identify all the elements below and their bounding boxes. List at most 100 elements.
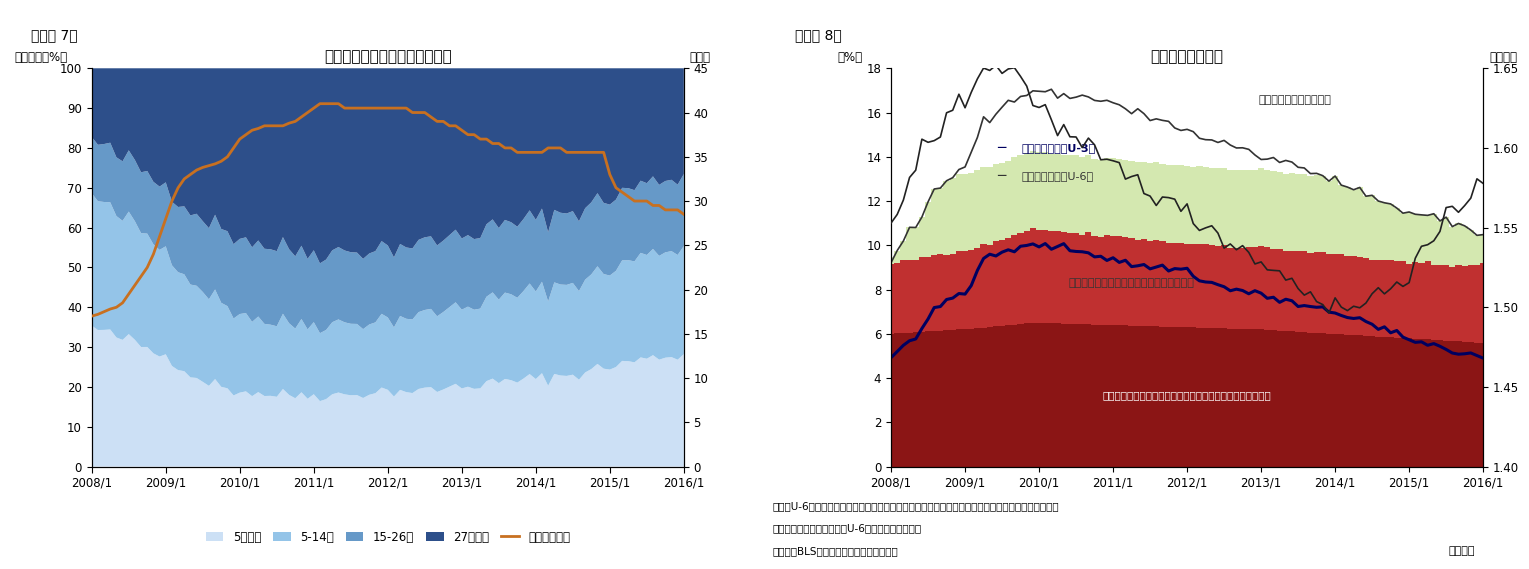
Bar — [1431, 265, 1437, 340]
Bar — [1147, 163, 1153, 241]
Bar — [998, 326, 1005, 467]
Bar — [992, 164, 998, 241]
Bar — [1116, 236, 1122, 325]
Bar — [1165, 327, 1171, 467]
Bar — [1350, 335, 1356, 467]
Bar — [1258, 246, 1264, 329]
Bar — [1037, 230, 1043, 323]
Bar — [1104, 158, 1110, 235]
Bar — [1240, 248, 1246, 329]
Bar — [1264, 247, 1271, 330]
Bar — [974, 248, 980, 328]
Bar — [1079, 158, 1086, 235]
Bar — [1122, 325, 1128, 467]
Bar — [1153, 327, 1159, 467]
Bar — [931, 331, 937, 467]
Bar — [1202, 244, 1209, 328]
Bar — [943, 255, 950, 330]
Bar — [901, 241, 907, 260]
Bar — [919, 332, 925, 467]
Text: （週）: （週） — [690, 51, 711, 64]
Bar — [1368, 195, 1375, 260]
Bar — [1313, 253, 1320, 333]
Bar — [1449, 341, 1456, 467]
Bar — [1216, 246, 1222, 328]
Bar — [1326, 334, 1332, 467]
Bar — [1258, 329, 1264, 467]
Bar — [1326, 254, 1332, 334]
Bar — [1362, 258, 1368, 336]
Bar — [1425, 340, 1431, 467]
Bar — [1234, 329, 1240, 467]
Bar — [1246, 248, 1252, 329]
Bar — [1049, 323, 1055, 467]
Bar — [1362, 336, 1368, 467]
Bar — [1159, 327, 1165, 467]
Bar — [1480, 343, 1486, 467]
Bar — [1394, 261, 1401, 338]
Text: （図表 7）: （図表 7） — [31, 28, 76, 43]
Bar — [888, 257, 894, 263]
Bar — [1320, 333, 1326, 467]
Bar — [1419, 339, 1425, 467]
Bar — [1344, 256, 1350, 335]
Bar — [1128, 325, 1135, 467]
Bar — [1110, 236, 1116, 325]
Bar — [1375, 337, 1381, 467]
Bar — [888, 263, 894, 334]
Bar — [1437, 265, 1443, 340]
Bar — [1301, 251, 1307, 332]
Bar — [1196, 244, 1202, 328]
Bar — [1362, 196, 1368, 258]
Bar — [1177, 242, 1183, 327]
Text: （月次）: （月次） — [1449, 546, 1475, 556]
Bar — [1147, 241, 1153, 326]
Bar — [901, 333, 907, 467]
Bar — [1289, 331, 1295, 467]
Bar — [1468, 230, 1474, 265]
Bar — [1240, 329, 1246, 467]
Bar — [956, 174, 962, 251]
Bar — [1480, 234, 1486, 263]
Bar — [1216, 168, 1222, 246]
Bar — [1183, 327, 1190, 467]
Bar — [1086, 155, 1092, 232]
Bar — [1375, 260, 1381, 337]
Bar — [1283, 331, 1289, 467]
Bar — [1456, 265, 1462, 341]
Text: 周辺労働力人口（右軸）: 周辺労働力人口（右軸） — [1258, 95, 1332, 105]
Bar — [1073, 324, 1079, 467]
Bar — [1177, 327, 1183, 467]
Text: 周辺労働力は失業率（U-6）より逆算して推計: 周辺労働力は失業率（U-6）より逆算して推計 — [772, 523, 922, 534]
Bar — [1425, 215, 1431, 261]
Bar — [943, 181, 950, 255]
Bar — [1474, 265, 1480, 343]
Bar — [894, 333, 901, 467]
Text: 通常の失業率（U-3）: 通常の失業率（U-3） — [1021, 143, 1096, 153]
Bar — [1079, 235, 1086, 324]
Bar — [1098, 325, 1104, 467]
Title: 広義失業率の推移: 広義失業率の推移 — [1151, 50, 1223, 64]
Bar — [950, 330, 956, 467]
Bar — [1368, 336, 1375, 467]
Bar — [888, 334, 894, 467]
Bar — [1092, 236, 1098, 324]
Bar — [1165, 166, 1171, 243]
Text: 労働力人口（経済的理由によるパートタイマー除く、右軸）: 労働力人口（経済的理由によるパートタイマー除く、右軸） — [1102, 390, 1272, 400]
Bar — [1067, 233, 1073, 324]
Bar — [1301, 332, 1307, 467]
Bar — [1183, 244, 1190, 327]
Bar — [1394, 338, 1401, 467]
Bar — [1135, 240, 1141, 326]
Bar — [1165, 243, 1171, 327]
Text: （資料）BLSよりニッセイ基礎研究所作成: （資料）BLSよりニッセイ基礎研究所作成 — [772, 546, 898, 556]
Bar — [1443, 265, 1449, 341]
Bar — [962, 174, 968, 251]
Bar — [968, 250, 974, 329]
Bar — [1401, 213, 1407, 261]
Bar — [1049, 154, 1055, 232]
Bar — [1264, 330, 1271, 467]
Bar — [937, 331, 943, 467]
Bar — [1462, 342, 1468, 467]
Bar — [1301, 174, 1307, 251]
